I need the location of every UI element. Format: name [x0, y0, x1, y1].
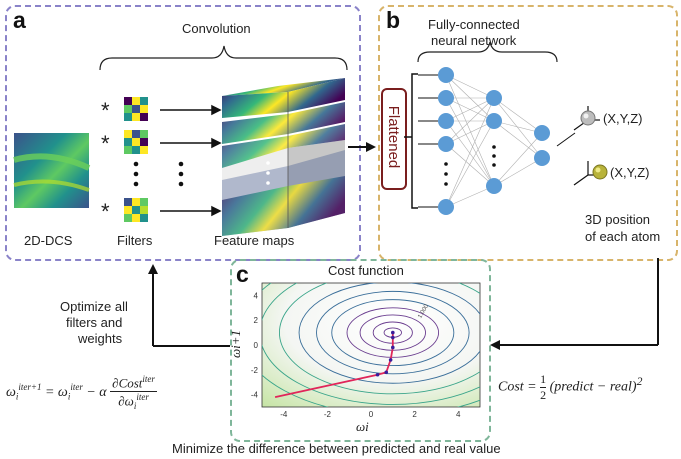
- contour-line: [316, 290, 470, 375]
- network-edge: [493, 132, 543, 187]
- y-tick-label: 4: [254, 291, 259, 300]
- network-edge: [445, 143, 495, 187]
- fc-title-line1: Fully-connected: [428, 17, 520, 32]
- y-tick-label: -2: [251, 366, 259, 375]
- y-tick-label: 0: [254, 341, 259, 350]
- filter-3: [124, 198, 148, 222]
- network-edge: [445, 97, 495, 208]
- y-tick-label: -4: [251, 391, 259, 400]
- panel-a-letter: a: [13, 7, 26, 33]
- network-edge: [493, 157, 543, 187]
- descent-point: [391, 335, 395, 340]
- x-tick-label: -4: [280, 410, 288, 419]
- network-edge: [493, 97, 543, 134]
- neuron-layer-2: [486, 113, 502, 129]
- descent-point: [375, 372, 380, 377]
- descent-point: [391, 345, 395, 350]
- conv-symbol-3: *: [101, 199, 110, 224]
- x-axis-label-text: ωi: [356, 419, 369, 434]
- cost-function-title: Cost function: [328, 263, 404, 278]
- network-edge: [445, 120, 495, 208]
- neuron-layer-1: [438, 136, 454, 152]
- panel-c-letter: c: [236, 261, 249, 287]
- fc-title-line2: neural network: [431, 33, 517, 48]
- conv-symbol-1: *: [101, 98, 110, 123]
- neuron-layer-1: [438, 199, 454, 215]
- output-label-line1: 3D position: [585, 212, 651, 227]
- neuron-layer-2: [486, 90, 502, 106]
- neuron-layer-2: [486, 178, 502, 194]
- panel-b-frame: [378, 5, 678, 261]
- neuron-layer-3: [534, 125, 550, 141]
- dcs-label: 2D-DCS: [24, 233, 73, 248]
- x-tick-label: 2: [412, 410, 417, 419]
- convolution-title: Convolution: [182, 21, 251, 36]
- panel-a-frame: [5, 5, 361, 261]
- contour-line: [279, 283, 480, 395]
- x-axis-label: ωi: [356, 419, 369, 435]
- network-edge: [445, 120, 495, 145]
- network-edge: [445, 185, 495, 208]
- dcs-input-image: [14, 133, 89, 208]
- caption: Minimize the difference between predicte…: [172, 441, 501, 456]
- neuron-layer-3: [534, 150, 550, 166]
- y-tick-label: 2: [254, 316, 259, 325]
- network-edge: [493, 120, 543, 134]
- contour-line: [346, 307, 440, 358]
- neuron-layer-1: [438, 90, 454, 106]
- network-edge: [445, 97, 495, 145]
- flattened-box: [381, 88, 407, 190]
- network-edge: [445, 74, 495, 99]
- filter-arrows: [160, 104, 222, 217]
- y-axis-label: ωi+1: [228, 330, 244, 358]
- neuron-layer-1: [438, 113, 454, 129]
- network-edge: [493, 97, 543, 159]
- contour-line: [262, 283, 480, 405]
- feature-maps-cube: [222, 78, 345, 236]
- contour-line: [298, 283, 480, 384]
- x-tick-label: 0: [369, 410, 374, 419]
- descent-point: [388, 358, 393, 362]
- panel-c-frame: [230, 259, 491, 442]
- x-tick-label: -2: [324, 410, 332, 419]
- optimize-line3: weights: [78, 331, 123, 346]
- network-edge: [445, 74, 495, 187]
- coord-label-1: (X,Y,Z): [603, 111, 643, 126]
- feature-maps-label: Feature maps: [214, 233, 295, 248]
- y-axis-label-text: ωi+1: [228, 329, 244, 359]
- descent-point: [391, 330, 395, 335]
- descent-point: [384, 370, 389, 375]
- panel-b-letter: b: [386, 7, 401, 33]
- convolution-brace: [99, 45, 348, 71]
- contour-line: [331, 299, 455, 367]
- x-tick-label: 4: [456, 410, 461, 419]
- filter-1: [124, 97, 148, 121]
- optimize-line2: filters and: [66, 315, 123, 330]
- network-edge: [445, 97, 495, 187]
- optimize-line1: Optimize all: [60, 299, 128, 314]
- network-edge: [445, 97, 495, 122]
- conv-symbol-2: *: [101, 131, 110, 156]
- output-label-line2: of each atom: [585, 229, 661, 244]
- coord-label-2: (X,Y,Z): [610, 165, 650, 180]
- update-rule: ωiiter+1 = ωiiter − α ∂Costiter ∂ωiiter: [6, 374, 157, 412]
- network-edge: [445, 120, 495, 187]
- plot-area: [261, 282, 481, 408]
- filter-2: [124, 130, 148, 154]
- filters-label: Filters: [117, 233, 153, 248]
- network-edge: [493, 120, 543, 159]
- neuron-layer-1: [438, 67, 454, 83]
